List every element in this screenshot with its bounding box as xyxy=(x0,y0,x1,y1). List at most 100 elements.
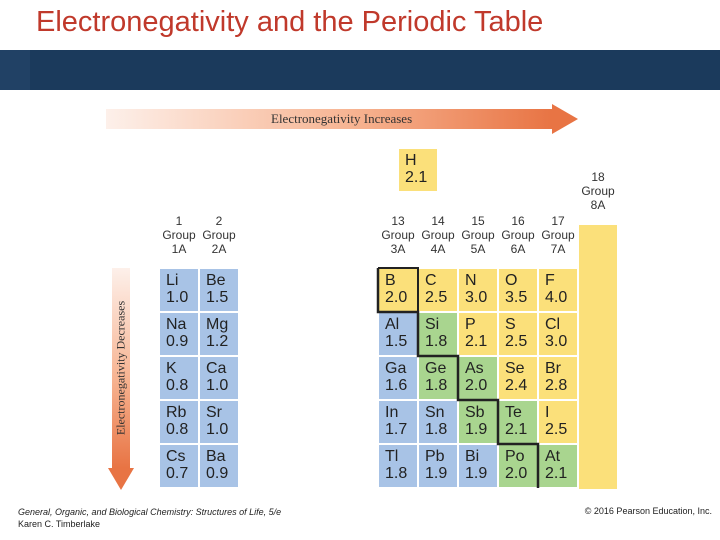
element-electronegativity: 1.8 xyxy=(385,465,408,482)
element-cell-H: H 2.1 xyxy=(398,148,438,192)
element-symbol: At xyxy=(545,448,561,465)
element-electronegativity: 3.5 xyxy=(505,289,528,306)
arrow-shaft xyxy=(106,109,552,129)
footer-copyright: © 2016 Pearson Education, Inc. xyxy=(584,506,712,516)
element-electronegativity: 2.0 xyxy=(465,377,488,394)
element-cell-Ga: Ga 1.6 xyxy=(378,356,418,400)
electronegativity-increases-arrow: Electronegativity Increases xyxy=(106,104,578,134)
element-symbol: As xyxy=(465,360,484,377)
group-header-14: 14 Group 4A xyxy=(418,214,458,256)
element-symbol: Tl xyxy=(385,448,399,465)
group-number: 1 xyxy=(175,214,183,228)
element-symbol: H xyxy=(405,152,417,169)
element-cell-Te: Te 2.1 xyxy=(498,400,538,444)
element-symbol: Sn xyxy=(425,404,445,421)
element-symbol: Rb xyxy=(166,404,187,421)
group-header-16: 16 Group 6A xyxy=(498,214,538,256)
arrow-vertical-label: Electronegativity Decreases xyxy=(113,300,128,436)
element-symbol: Al xyxy=(385,316,400,333)
element-cell-Si: Si 1.8 xyxy=(418,312,458,356)
element-cell-Mg: Mg 1.2 xyxy=(199,312,239,356)
element-symbol: Na xyxy=(166,316,187,333)
element-electronegativity: 1.8 xyxy=(425,333,448,350)
element-electronegativity: 1.0 xyxy=(206,421,229,438)
element-symbol: B xyxy=(385,272,396,289)
group-number: 17 xyxy=(551,214,565,228)
element-symbol: N xyxy=(465,272,477,289)
element-cell-F: F 4.0 xyxy=(538,268,578,312)
element-electronegativity: 3.0 xyxy=(465,289,488,306)
element-cell-Li: Li 1.0 xyxy=(159,268,199,312)
element-symbol: Ga xyxy=(385,360,407,377)
group-word: Group xyxy=(541,228,575,242)
element-electronegativity: 2.5 xyxy=(505,333,528,350)
group-number: 18 xyxy=(591,170,605,184)
element-cell-P: P 2.1 xyxy=(458,312,498,356)
element-cell-C: C 2.5 xyxy=(418,268,458,312)
group-word: Group xyxy=(202,228,236,242)
element-symbol: F xyxy=(545,272,555,289)
element-electronegativity: 1.8 xyxy=(425,421,448,438)
element-cell-Ca: Ca 1.0 xyxy=(199,356,239,400)
element-electronegativity: 1.5 xyxy=(385,333,408,350)
element-cell-Be: Be 1.5 xyxy=(199,268,239,312)
group-header-17: 17 Group 7A xyxy=(538,214,578,256)
element-electronegativity: 0.8 xyxy=(166,377,189,394)
element-cell-Cs: Cs 0.7 xyxy=(159,444,199,488)
element-symbol: Mg xyxy=(206,316,229,333)
element-symbol: Se xyxy=(505,360,525,377)
arrow-horizontal-label: Electronegativity Increases xyxy=(271,111,413,126)
element-symbol: Ba xyxy=(206,448,226,465)
element-cell-Se: Se 2.4 xyxy=(498,356,538,400)
footer-citation-line1: General, Organic, and Biological Chemist… xyxy=(18,507,282,517)
element-cell-I: I 2.5 xyxy=(538,400,578,444)
element-cell-K: K 0.8 xyxy=(159,356,199,400)
element-electronegativity: 1.2 xyxy=(206,333,229,350)
group-header-18: 18 Group 8A xyxy=(578,170,618,212)
element-cell-Ba: Ba 0.9 xyxy=(199,444,239,488)
element-electronegativity: 1.8 xyxy=(425,377,448,394)
element-symbol: Cl xyxy=(545,316,561,333)
element-cell-Br: Br 2.8 xyxy=(538,356,578,400)
group-label: 8A xyxy=(590,198,606,212)
element-cell-Tl: Tl 1.8 xyxy=(378,444,418,488)
element-electronegativity: 1.7 xyxy=(385,421,408,438)
group-word: Group xyxy=(501,228,535,242)
element-electronegativity: 0.7 xyxy=(166,465,189,482)
element-symbol: Li xyxy=(166,272,179,289)
element-symbol: S xyxy=(505,316,516,333)
element-cell-Rb: Rb 0.8 xyxy=(159,400,199,444)
element-cell-As: As 2.0 xyxy=(458,356,498,400)
element-symbol: Po xyxy=(505,448,525,465)
element-electronegativity: 4.0 xyxy=(545,289,568,306)
element-electronegativity: 2.4 xyxy=(505,377,528,394)
group-word: Group xyxy=(421,228,455,242)
element-cell-B: B 2.0 xyxy=(378,268,418,312)
element-cell-Ge: Ge 1.8 xyxy=(418,356,458,400)
element-cell-In: In 1.7 xyxy=(378,400,418,444)
element-cell-Sb: Sb 1.9 xyxy=(458,400,498,444)
arrow-right-icon xyxy=(552,104,578,134)
element-electronegativity: 2.0 xyxy=(385,289,408,306)
element-electronegativity: 1.9 xyxy=(425,465,448,482)
footer-citation-line2: Karen C. Timberlake xyxy=(18,519,101,529)
group-header-2: 2 Group 2A xyxy=(199,214,239,256)
group-18-column xyxy=(578,224,618,490)
element-symbol: Te xyxy=(505,404,522,421)
header-bar-accent xyxy=(0,50,30,90)
header-bar xyxy=(0,50,720,90)
element-electronegativity: 1.9 xyxy=(465,465,488,482)
group-word: Group xyxy=(381,228,415,242)
group-header-1: 1 Group 1A xyxy=(159,214,199,256)
slide-title: Electronegativity and the Periodic Table xyxy=(36,6,544,38)
element-electronegativity: 1.5 xyxy=(206,289,229,306)
element-symbol: C xyxy=(425,272,437,289)
arrow-shaft xyxy=(112,268,130,468)
element-cell-N: N 3.0 xyxy=(458,268,498,312)
element-symbol: Sr xyxy=(206,404,222,421)
element-electronegativity: 2.1 xyxy=(545,465,568,482)
element-cell-Al: Al 1.5 xyxy=(378,312,418,356)
element-cell-Bi: Bi 1.9 xyxy=(458,444,498,488)
group-word: Group xyxy=(162,228,196,242)
element-electronegativity: 2.1 xyxy=(405,169,428,186)
